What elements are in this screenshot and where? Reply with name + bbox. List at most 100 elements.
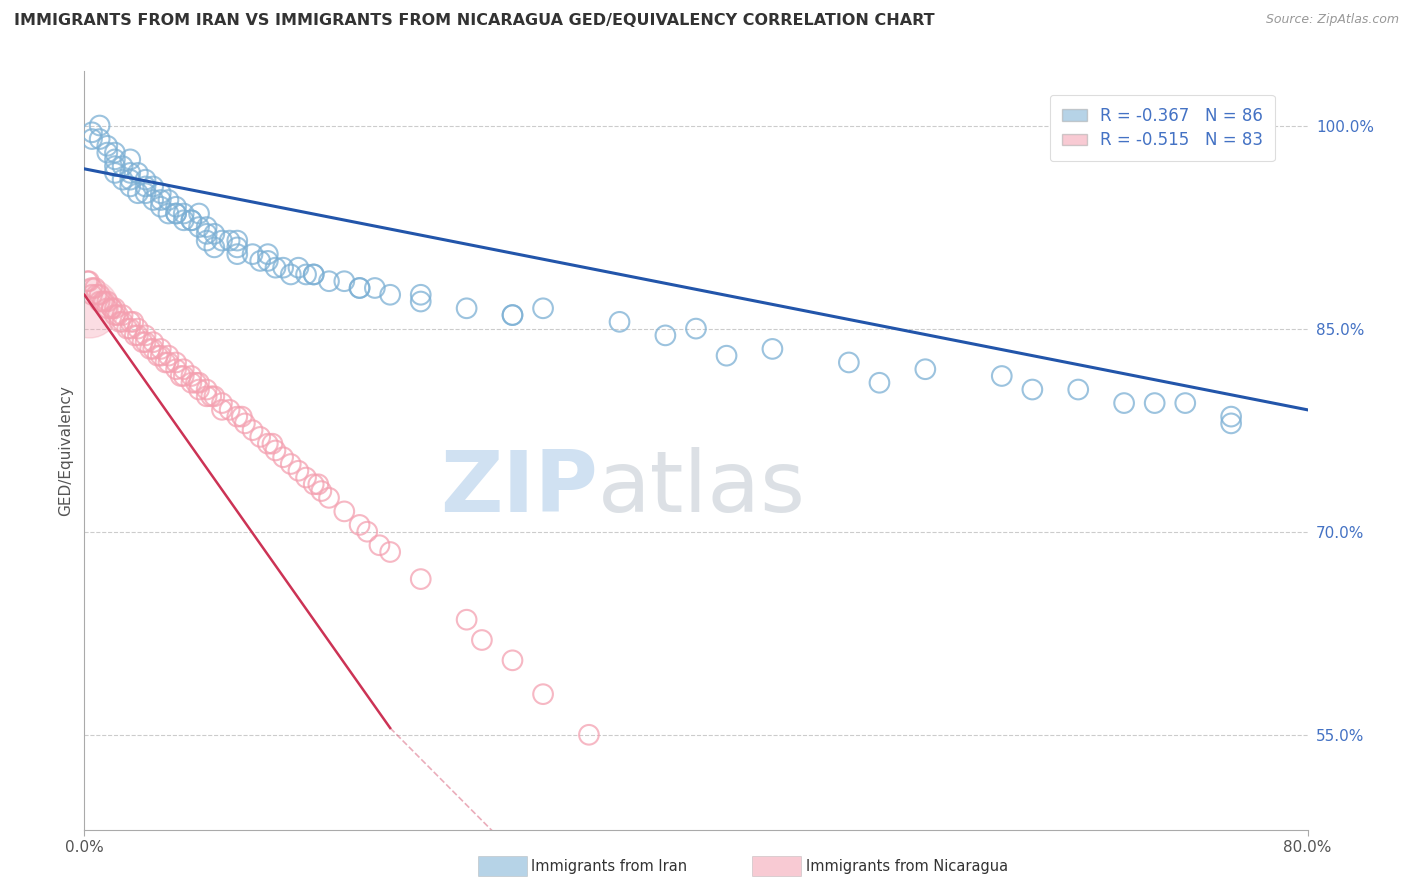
Point <box>211 396 233 410</box>
Point <box>302 268 325 282</box>
Point <box>76 274 98 288</box>
Point <box>195 220 218 235</box>
Text: Immigrants from Nicaragua: Immigrants from Nicaragua <box>806 859 1008 873</box>
Point <box>127 321 149 335</box>
Point <box>165 355 187 369</box>
Point <box>84 281 107 295</box>
Point <box>195 227 218 241</box>
Point <box>380 287 402 301</box>
Point <box>249 430 271 444</box>
Point <box>170 369 193 384</box>
Point <box>307 477 329 491</box>
Point <box>202 227 225 241</box>
Point <box>188 383 211 397</box>
Point <box>115 321 138 335</box>
Point <box>104 308 127 322</box>
Point <box>120 172 142 186</box>
Point <box>218 402 240 417</box>
Point <box>173 213 195 227</box>
Point <box>195 383 218 397</box>
Point <box>96 138 118 153</box>
Point <box>502 653 524 667</box>
Point <box>262 436 284 450</box>
Point <box>89 119 111 133</box>
Point <box>218 234 240 248</box>
Point <box>135 186 157 201</box>
Point <box>368 538 391 552</box>
Point <box>157 193 180 207</box>
Point <box>96 145 118 160</box>
Point <box>231 409 253 424</box>
Point <box>502 308 524 322</box>
Point <box>409 287 432 301</box>
Point <box>120 153 142 167</box>
Point <box>131 335 153 350</box>
Point <box>127 328 149 343</box>
Text: ZIP: ZIP <box>440 447 598 530</box>
Point <box>195 234 218 248</box>
Point <box>211 402 233 417</box>
Point <box>180 376 202 390</box>
Point <box>165 362 187 376</box>
Point <box>89 132 111 146</box>
Point <box>333 274 356 288</box>
Point <box>502 308 524 322</box>
Point <box>142 342 165 356</box>
Point <box>195 389 218 403</box>
Point <box>77 301 100 316</box>
Point <box>101 301 124 316</box>
Point <box>311 484 333 499</box>
Point <box>188 220 211 235</box>
Point <box>295 470 318 484</box>
Text: atlas: atlas <box>598 447 806 530</box>
Point <box>80 125 103 139</box>
Point <box>1114 396 1136 410</box>
Point <box>226 409 249 424</box>
Point <box>349 281 371 295</box>
Point <box>409 294 432 309</box>
Point <box>409 572 432 586</box>
Point <box>146 349 169 363</box>
Point <box>226 247 249 261</box>
Point <box>233 417 256 431</box>
Point <box>111 315 134 329</box>
Point <box>287 260 309 275</box>
Text: IMMIGRANTS FROM IRAN VS IMMIGRANTS FROM NICARAGUA GED/EQUIVALENCY CORRELATION CH: IMMIGRANTS FROM IRAN VS IMMIGRANTS FROM … <box>14 13 935 29</box>
Point <box>914 362 936 376</box>
Point <box>96 301 118 316</box>
Point <box>124 328 146 343</box>
Point <box>318 274 340 288</box>
Point <box>761 342 783 356</box>
Point <box>127 166 149 180</box>
Point <box>149 349 172 363</box>
Point <box>271 450 294 465</box>
Point <box>80 132 103 146</box>
Point <box>318 491 340 505</box>
Point <box>226 240 249 254</box>
Point <box>287 464 309 478</box>
Point <box>101 301 124 316</box>
Point <box>380 545 402 559</box>
Point <box>271 260 294 275</box>
Point <box>869 376 891 390</box>
Point <box>1067 383 1090 397</box>
Point <box>578 728 600 742</box>
Point <box>531 301 554 316</box>
Point <box>302 268 325 282</box>
Point <box>456 301 478 316</box>
Point <box>211 234 233 248</box>
Point <box>86 287 108 301</box>
Text: Immigrants from Iran: Immigrants from Iran <box>531 859 688 873</box>
Point <box>226 234 249 248</box>
Point <box>142 335 165 350</box>
Point <box>295 268 318 282</box>
Point <box>264 260 287 275</box>
Point <box>149 193 172 207</box>
Point <box>108 315 131 329</box>
Point <box>120 166 142 180</box>
Point <box>135 328 157 343</box>
Point <box>609 315 631 329</box>
Point <box>349 281 371 295</box>
Point <box>257 436 280 450</box>
Point <box>202 389 225 403</box>
